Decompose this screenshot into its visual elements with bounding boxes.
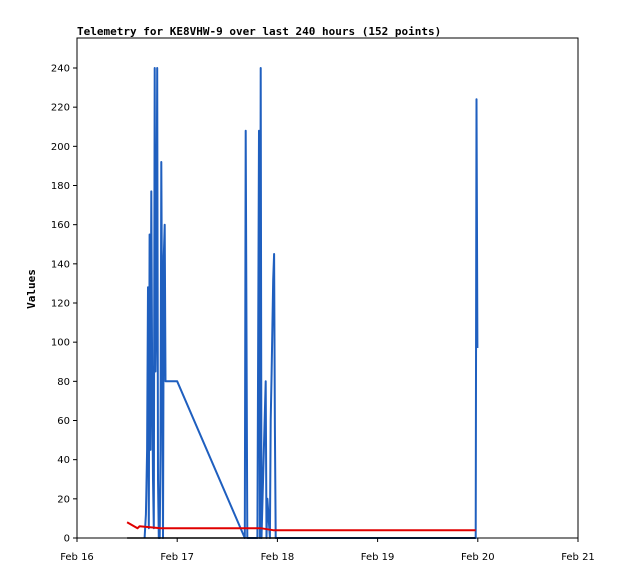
chart-title: Telemetry for KE8VHW-9 over last 240 hou… (77, 25, 441, 38)
y-axis: 0 20 40 60 80 100 120 140 160 180 200 220 240 (51, 64, 77, 545)
y-tick-label: 40 (57, 455, 70, 466)
y-tick-label: 0 (64, 534, 70, 545)
y-tick-label: 60 (57, 416, 70, 427)
y-tick-label: 20 (57, 494, 70, 505)
telemetry-series-red (126, 521, 476, 532)
x-tick-label: Feb 19 (361, 552, 395, 563)
y-tick-label: 180 (51, 181, 70, 192)
y-tick-label: 200 (51, 142, 70, 153)
y-tick-label: 240 (51, 64, 70, 75)
x-tick-label: Feb 21 (561, 552, 595, 563)
x-tick-label: Feb 17 (160, 552, 194, 563)
y-tick-label: 220 (51, 103, 70, 114)
y-tick-label: 160 (51, 220, 70, 231)
y-tick-label: 80 (57, 377, 70, 388)
x-tick-label: Feb 20 (461, 552, 495, 563)
telemetry-series-blue (143, 67, 479, 539)
x-tick-label: Feb 16 (60, 552, 94, 563)
y-tick-label: 140 (51, 259, 70, 270)
x-axis: Feb 16 Feb 17 Feb 18 Feb 19 Feb 20 Feb 21 (60, 538, 595, 563)
y-tick-label: 100 (51, 338, 70, 349)
x-tick-label: Feb 18 (261, 552, 295, 563)
series-layer (126, 67, 479, 539)
y-tick-label: 120 (51, 299, 70, 310)
y-axis-label: Values (25, 269, 38, 309)
